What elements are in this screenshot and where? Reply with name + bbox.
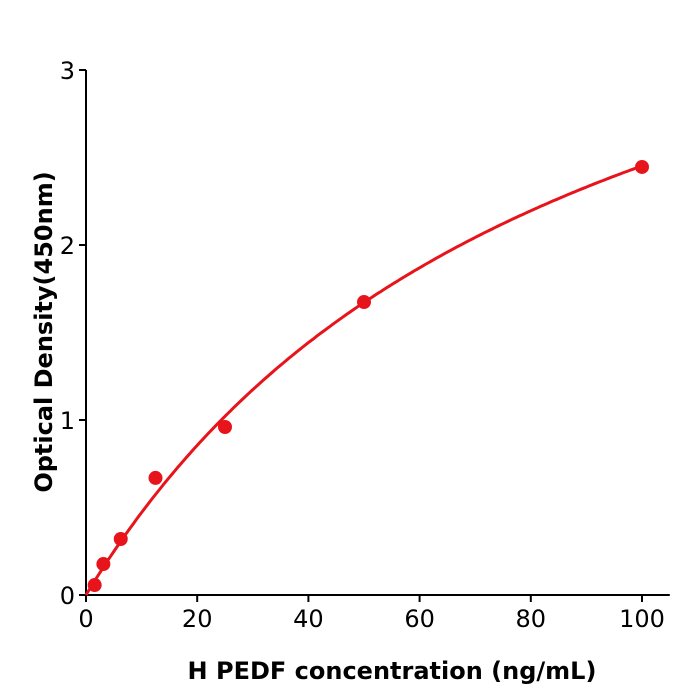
data-point [96, 557, 111, 572]
x-tick-label: 20 [182, 605, 213, 633]
data-point [113, 532, 128, 546]
y-tick-label: 0 [60, 582, 75, 610]
axes: 0 20 40 60 80 100 0 1 2 3 [60, 57, 670, 633]
data-point [87, 578, 102, 593]
y-tick-label: 3 [60, 57, 75, 85]
x-tick-label: 0 [78, 605, 93, 633]
x-axis-label: H PEDF concentration (ng/mL) [188, 657, 597, 685]
fit-curve-group [84, 164, 643, 596]
data-points [87, 159, 649, 593]
x-tick-label: 60 [404, 605, 435, 633]
data-point [218, 420, 232, 434]
data-point [635, 159, 649, 174]
y-tick-label: 1 [60, 407, 75, 435]
data-point [148, 470, 163, 485]
y-axis-label: Optical Density(450nm) [30, 171, 58, 492]
x-tick-label: 80 [516, 605, 547, 633]
data-point [357, 295, 371, 310]
x-tick-label: 100 [619, 605, 665, 633]
y-tick-label: 2 [60, 232, 75, 260]
fit-curve [84, 164, 643, 596]
x-tick-label: 40 [293, 605, 324, 633]
